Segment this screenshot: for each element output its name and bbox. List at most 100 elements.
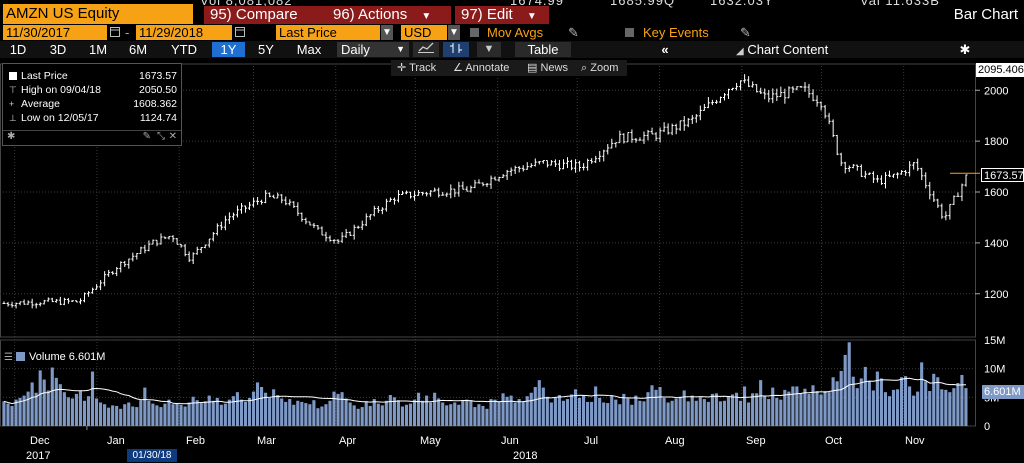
- pencil-icon[interactable]: ✎: [568, 25, 579, 40]
- news-label: News: [540, 62, 568, 74]
- period-5y[interactable]: 5Y: [258, 42, 274, 57]
- end-date-field[interactable]: 11/29/2018: [136, 25, 232, 40]
- volume-bar: [477, 404, 481, 426]
- volume-bar: [191, 396, 195, 426]
- volume-bar: [811, 385, 815, 426]
- volume-bar: [485, 408, 489, 426]
- volume-bar: [594, 386, 598, 426]
- period-1d[interactable]: 1D: [9, 42, 27, 57]
- volume-bar: [376, 403, 380, 426]
- volume-bar: [521, 401, 525, 426]
- volume-tick-label: 15M: [984, 335, 1005, 347]
- volume-bar: [904, 376, 908, 426]
- collapse-left-icon[interactable]: «: [661, 42, 669, 57]
- pencil-icon[interactable]: ✎: [740, 25, 751, 40]
- volume-bar: [694, 400, 698, 426]
- volume-bar: [839, 370, 843, 426]
- line-chart-icon[interactable]: [413, 42, 439, 57]
- volume-tick-label: 0: [984, 421, 990, 430]
- volume-bar: [235, 392, 239, 426]
- volume-bar: [304, 403, 308, 426]
- legend-label: Last Price: [21, 70, 68, 82]
- volume-bar: [843, 354, 847, 426]
- chart-type-caret-icon[interactable]: ▼: [477, 42, 501, 57]
- volume-bar: [179, 404, 183, 426]
- key-events-checkbox[interactable]: [625, 28, 634, 37]
- month-label: Apr: [339, 435, 357, 447]
- period-max[interactable]: Max: [296, 42, 322, 57]
- volume-bar: [372, 399, 376, 426]
- actions-button[interactable]: 96) Actions ▼: [327, 6, 451, 24]
- mov-avgs-checkbox[interactable]: [470, 28, 479, 37]
- volume-bar: [662, 397, 666, 426]
- volume-bar: [461, 400, 465, 426]
- legend-value: 1124.74: [139, 112, 177, 124]
- volume-bar: [115, 405, 119, 426]
- volume-bar: [324, 404, 328, 426]
- field-select[interactable]: Last Price: [276, 25, 380, 40]
- start-date-field[interactable]: 11/30/2017: [3, 25, 107, 40]
- period-1y[interactable]: 1Y: [212, 42, 245, 57]
- zoom-tool[interactable]: ⌕ Zoom: [581, 60, 618, 76]
- volume-bar: [300, 401, 304, 426]
- news-tool[interactable]: ▤ News: [527, 60, 568, 76]
- volume-bar: [549, 402, 553, 426]
- key-events-label[interactable]: Key Events: [643, 25, 709, 40]
- volume-bar: [835, 381, 839, 426]
- compare-button[interactable]: 95) Compare: [204, 6, 344, 24]
- volume-bar: [251, 391, 256, 426]
- volume-bar: [642, 401, 646, 426]
- period-3d[interactable]: 3D: [49, 42, 67, 57]
- volume-tick-label: 10M: [984, 364, 1005, 376]
- legend-label: Average: [21, 98, 60, 110]
- volume-bar: [481, 405, 485, 426]
- price-volume-chart[interactable]: 1200140016001800200005M10M15M: [0, 58, 1024, 430]
- track-tool[interactable]: ✛ Track: [397, 60, 436, 76]
- mov-avgs-label[interactable]: Mov Avgs: [487, 25, 544, 40]
- volume-legend-label: Volume 6.601M: [29, 351, 106, 363]
- pencil-icon[interactable]: ✎: [142, 131, 151, 142]
- volume-bar: [396, 400, 400, 426]
- legend-value: 2050.50: [139, 84, 177, 96]
- bar-chart-icon[interactable]: [443, 42, 469, 57]
- volume-bar: [453, 402, 457, 426]
- volume-bar: [743, 386, 747, 426]
- collapse-icon[interactable]: ⤡: [157, 131, 165, 142]
- frequency-select[interactable]: Daily ▼: [337, 42, 409, 57]
- volume-bar: [493, 399, 497, 426]
- period-1m[interactable]: 1M: [88, 42, 108, 57]
- chart-content-button[interactable]: ◢ Chart Content: [736, 42, 856, 57]
- volume-bar: [316, 408, 320, 426]
- period-6m[interactable]: 6M: [128, 42, 148, 57]
- volume-bar: [718, 401, 722, 426]
- edit-button[interactable]: 97) Edit ▼: [455, 6, 549, 24]
- volume-bar: [702, 399, 706, 426]
- ticker-field[interactable]: AMZN US Equity: [3, 4, 193, 24]
- calendar-icon[interactable]: [235, 26, 245, 37]
- header-cut-text: 1685.99Q: [610, 0, 676, 8]
- volume-bar: [151, 403, 155, 426]
- volume-bar: [288, 399, 292, 426]
- volume-options-icon[interactable]: ☰: [4, 352, 13, 363]
- volume-bar: [891, 389, 896, 426]
- currency-dropdown-caret-icon[interactable]: ▼: [448, 25, 460, 40]
- volume-bar: [276, 395, 280, 426]
- pencil-icon: ∠: [453, 62, 463, 74]
- volume-bar: [751, 393, 755, 426]
- volume-bar: [916, 391, 920, 426]
- annotate-tool[interactable]: ∠ Annotate: [453, 60, 509, 76]
- currency-select[interactable]: USD: [401, 25, 447, 40]
- volume-bar: [429, 402, 433, 426]
- gear-icon[interactable]: ✱: [7, 131, 16, 142]
- close-icon[interactable]: ✕: [168, 131, 177, 142]
- low-marker-icon: ⊥: [9, 113, 17, 123]
- volume-bar: [215, 397, 219, 426]
- period-ytd[interactable]: YTD: [171, 42, 197, 57]
- gear-icon[interactable]: ✱: [959, 42, 971, 57]
- table-button[interactable]: Table: [515, 42, 571, 57]
- calendar-icon[interactable]: [110, 26, 120, 37]
- field-dropdown-caret-icon[interactable]: ▼: [381, 25, 393, 40]
- volume-bar: [211, 400, 215, 426]
- volume-bar: [920, 362, 924, 426]
- month-label: Feb: [186, 435, 205, 447]
